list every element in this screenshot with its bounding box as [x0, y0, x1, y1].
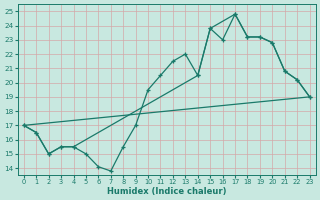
- X-axis label: Humidex (Indice chaleur): Humidex (Indice chaleur): [107, 187, 227, 196]
